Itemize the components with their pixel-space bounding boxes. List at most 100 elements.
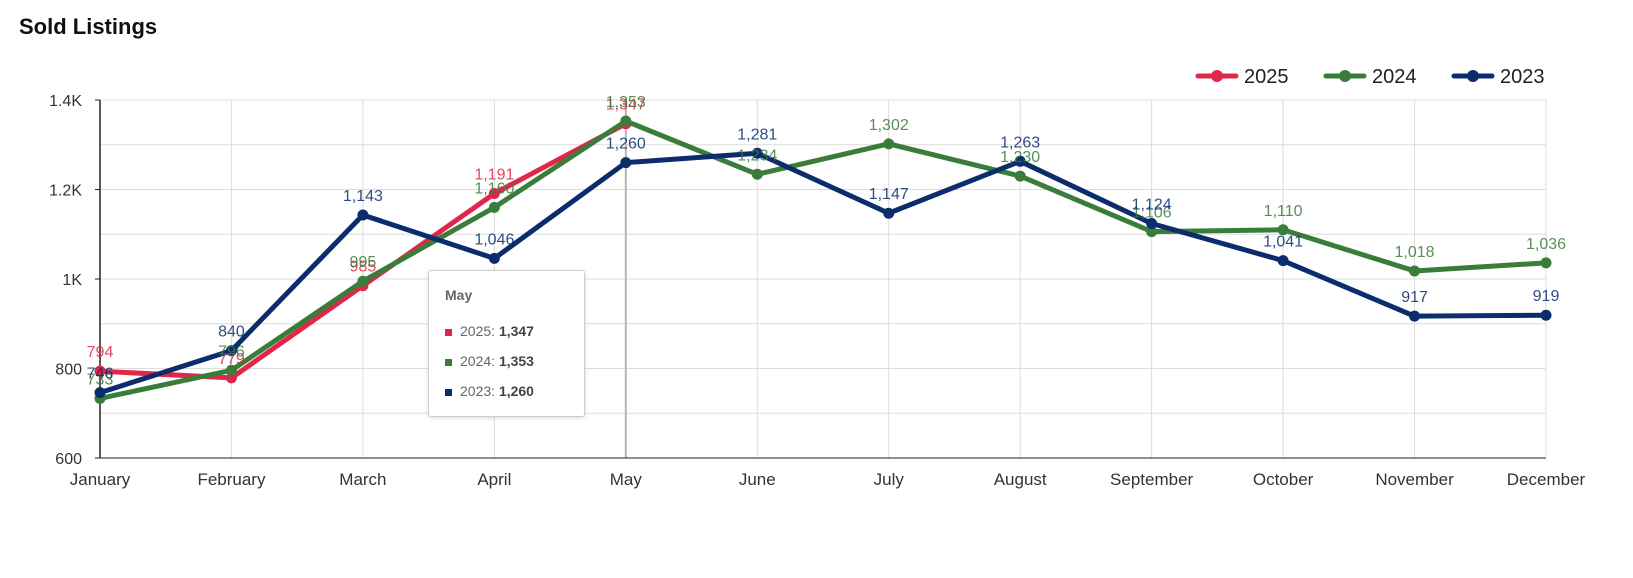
tooltip-label-2023: 2023: [460, 383, 499, 399]
x-tick-label: June [739, 470, 776, 489]
x-tick-label: February [197, 470, 266, 489]
data-point-2025 [225, 372, 237, 384]
data-label-2024: 1,160 [474, 180, 514, 197]
data-point-2023 [225, 345, 237, 357]
legend-marker-2023 [1467, 70, 1479, 82]
data-label-2023: 746 [87, 366, 114, 383]
data-point-2024 [1146, 226, 1158, 238]
legend: 2025 2024 2023 [1195, 66, 1545, 88]
data-point-2024 [1540, 257, 1552, 269]
data-label-2023: 1,147 [869, 186, 909, 203]
legend-marker-2025 [1211, 70, 1223, 82]
tooltip-value-2024: 1,353 [498, 353, 534, 369]
tooltip-value-2025: 1,347 [498, 323, 534, 339]
data-point-2024 [1277, 224, 1289, 236]
data-label-2024: 1,018 [1395, 244, 1435, 261]
data-label-2025: 794 [87, 344, 114, 361]
x-tick-label: December [1507, 470, 1586, 489]
hover-tooltip: May 2025: 1,347 2024: 1,353 2023: 1,260 [428, 270, 585, 417]
data-point-2024 [1409, 265, 1421, 277]
x-tick-label: October [1253, 470, 1314, 489]
x-tick-label: April [477, 470, 511, 489]
legend-marker-2024 [1339, 70, 1351, 82]
data-point-2024 [357, 275, 369, 287]
tooltip-row-2023: 2023: 1,260 [445, 383, 534, 399]
data-point-2023 [620, 157, 632, 169]
data-point-2023 [1409, 310, 1421, 322]
data-label-2024: 1,036 [1526, 236, 1566, 253]
data-point-2023 [94, 387, 106, 399]
data-label-2025: 985 [350, 259, 377, 276]
data-label-2023: 917 [1401, 289, 1428, 306]
legend-label-2025: 2025 [1244, 66, 1289, 88]
chart-title: Sold Listings [19, 14, 158, 39]
tooltip-swatch-2025 [445, 328, 452, 336]
data-label-2025: 1,191 [474, 167, 514, 184]
y-tick-label: 800 [55, 362, 82, 379]
x-tick-label: August [994, 470, 1047, 489]
x-tick-label: July [874, 470, 905, 489]
data-label-2024: 1,106 [1132, 205, 1172, 222]
x-tick-label: May [610, 470, 643, 489]
data-label-2023: 1,281 [737, 126, 777, 143]
data-point-2024 [883, 138, 895, 150]
y-tick-label: 1K [62, 272, 82, 289]
data-label-2023: 1,041 [1263, 234, 1303, 251]
x-tick-label: November [1375, 470, 1454, 489]
series [94, 115, 1552, 404]
y-tick-label: 1.4K [49, 93, 82, 110]
data-label-2023: 1,046 [474, 231, 514, 248]
tooltip-row-2024: 2024: 1,353 [445, 353, 534, 369]
tooltip-value-2023: 1,260 [498, 383, 534, 399]
data-point-2025 [488, 188, 500, 200]
data-label-2023: 1,263 [1000, 134, 1040, 151]
legend-label-2023: 2023 [1500, 66, 1545, 88]
data-labels: 794 7799851,1911,3477337969951,1601,3531,… [87, 94, 1566, 388]
data-label-2023: 1,260 [606, 136, 646, 153]
data-point-2024 [1014, 170, 1026, 182]
data-label-2024: 796 [218, 343, 245, 360]
tooltip-row-2025: 2025: 1,347 [445, 323, 534, 339]
x-tick-label: March [339, 470, 386, 489]
data-label-2024: 733 [87, 371, 114, 388]
data-label-2023: 840 [218, 324, 245, 341]
data-label-2023: 919 [1533, 288, 1560, 305]
data-label-2023: 1,143 [343, 188, 383, 205]
tooltip-label-2025: 2025: [460, 323, 499, 339]
data-label-2023: 1,124 [1132, 197, 1172, 214]
series-line-2023 [97, 150, 1549, 396]
data-label-2024: 1,302 [869, 117, 909, 134]
data-label-2024: 995 [350, 254, 377, 271]
data-point-2023 [883, 207, 895, 219]
data-point-2023 [488, 252, 500, 264]
data-point-2024 [225, 364, 237, 376]
data-point-2023 [751, 147, 763, 159]
data-label-2024: 1,110 [1264, 203, 1303, 220]
data-point-2025 [94, 365, 106, 377]
data-point-2023 [1146, 218, 1158, 230]
data-label-2025: 779 [218, 351, 245, 368]
data-label-2025: 1,347 [606, 97, 646, 114]
legend-label-2024: 2024 [1372, 66, 1417, 88]
data-point-2023 [1014, 155, 1026, 167]
y-tick-label: 1.2K [49, 183, 82, 200]
data-point-2023 [357, 209, 369, 221]
series-line-2024 [97, 118, 1549, 401]
data-label-2024: 1,230 [1000, 149, 1040, 166]
data-label-2024: 1,234 [737, 147, 777, 164]
data-label-2024: 1,353 [606, 94, 646, 111]
x-tick-label: January [70, 470, 131, 489]
data-point-2024 [488, 201, 500, 213]
data-point-2024 [751, 168, 763, 180]
tooltip-swatch-2023 [445, 388, 452, 396]
axes: 600 800 1K 1.2K 1.4K January February March Apri… [49, 93, 1585, 489]
tooltip-swatch-2024 [445, 358, 452, 366]
data-point-2023 [1540, 309, 1552, 321]
y-tick-label: 600 [55, 451, 82, 468]
data-point-2024 [620, 115, 632, 127]
tooltip-label-2024: 2024: [460, 353, 499, 369]
x-tick-label: September [1110, 470, 1193, 489]
tooltip-header: May [445, 287, 473, 303]
data-point-2023 [1277, 255, 1289, 267]
